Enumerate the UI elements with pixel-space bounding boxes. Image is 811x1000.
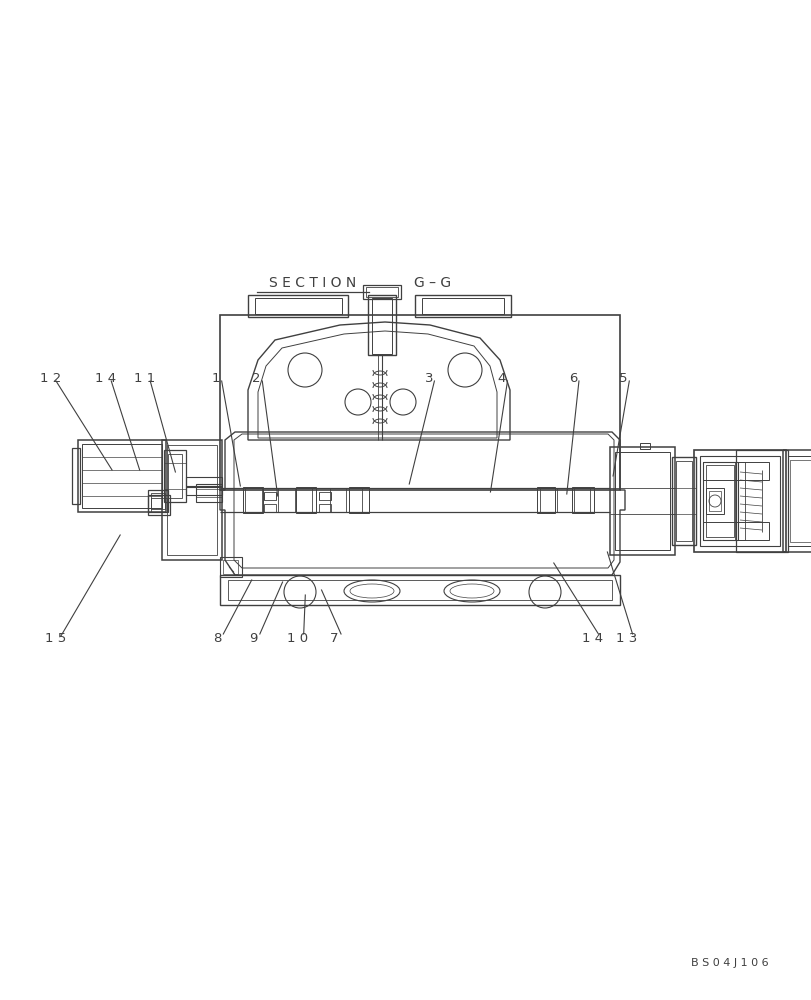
Bar	[255, 298, 341, 314]
Text: S E C T I O N: S E C T I O N	[268, 276, 356, 290]
Bar	[168, 454, 182, 498]
Bar	[789, 460, 811, 542]
Bar	[151, 493, 165, 509]
Bar	[162, 440, 221, 560]
Bar	[72, 448, 80, 504]
Bar	[223, 560, 238, 574]
Bar	[264, 492, 276, 500]
Bar	[195, 484, 221, 502]
Bar	[296, 487, 315, 513]
Text: 1 4: 1 4	[95, 371, 116, 384]
Bar	[242, 487, 263, 513]
Text: 9: 9	[249, 632, 257, 645]
Text: 1 3: 1 3	[616, 632, 637, 645]
Text: B S 0 4 J 1 0 6: B S 0 4 J 1 0 6	[690, 958, 768, 968]
Bar	[705, 488, 723, 514]
Text: 2: 2	[252, 371, 260, 384]
Bar	[186, 487, 221, 495]
Bar	[319, 492, 331, 500]
Text: 1 0: 1 0	[286, 632, 307, 645]
Bar	[699, 456, 779, 546]
Bar	[422, 298, 504, 314]
Bar	[167, 445, 217, 555]
Bar	[186, 477, 221, 486]
Bar	[78, 440, 165, 512]
Bar	[228, 580, 611, 600]
Text: 4: 4	[497, 371, 505, 384]
Bar	[264, 504, 276, 512]
Bar	[609, 447, 674, 555]
Bar	[676, 461, 691, 541]
Bar	[693, 450, 785, 552]
Text: 7: 7	[330, 632, 338, 645]
Text: G – G: G – G	[414, 276, 451, 290]
Bar	[366, 287, 397, 297]
Bar	[702, 462, 768, 480]
Text: 5: 5	[619, 371, 627, 384]
Bar	[148, 490, 168, 512]
Text: 1 1: 1 1	[134, 371, 155, 384]
Text: 3: 3	[424, 371, 432, 384]
Text: 1: 1	[212, 371, 220, 384]
Bar	[220, 557, 242, 577]
Bar	[82, 444, 162, 508]
Bar	[371, 298, 392, 354]
Bar	[614, 452, 669, 550]
Bar	[247, 295, 348, 317]
Bar	[367, 295, 396, 355]
Bar	[639, 443, 649, 449]
Text: 1 5: 1 5	[45, 632, 66, 645]
Bar	[787, 456, 811, 546]
Bar	[708, 491, 720, 511]
Bar	[702, 462, 737, 540]
Text: 6: 6	[569, 371, 577, 384]
Bar	[735, 450, 787, 552]
Bar	[151, 498, 167, 512]
Bar	[672, 457, 695, 545]
Bar	[414, 295, 510, 317]
Bar	[702, 522, 768, 540]
Bar	[349, 487, 368, 513]
Bar	[571, 487, 594, 513]
Bar	[536, 487, 554, 513]
Bar	[220, 575, 620, 605]
Bar	[705, 465, 733, 537]
Text: 1 4: 1 4	[581, 632, 603, 645]
Text: 1 2: 1 2	[40, 371, 61, 384]
Bar	[319, 504, 331, 512]
Bar	[148, 495, 169, 515]
Text: 8: 8	[213, 632, 221, 645]
Bar	[363, 285, 401, 299]
Bar	[782, 450, 811, 552]
Bar	[220, 315, 620, 490]
Bar	[734, 462, 744, 540]
Bar	[164, 450, 186, 502]
